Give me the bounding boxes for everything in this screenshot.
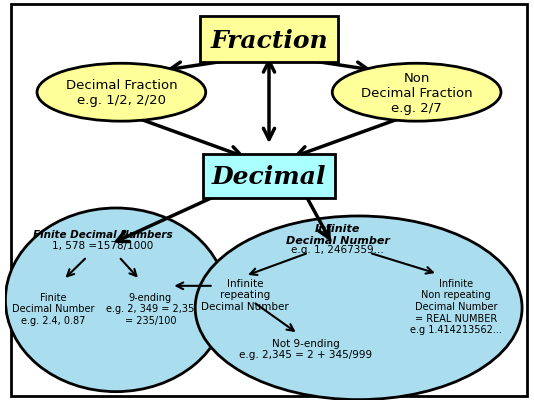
Ellipse shape <box>332 64 501 122</box>
Ellipse shape <box>37 64 206 122</box>
FancyBboxPatch shape <box>203 155 335 198</box>
Text: Infinite
Decimal Number: Infinite Decimal Number <box>286 224 389 245</box>
Text: Decimal Fraction
e.g. 1/2, 2/20: Decimal Fraction e.g. 1/2, 2/20 <box>66 79 177 107</box>
Text: Non
Decimal Fraction
e.g. 2/7: Non Decimal Fraction e.g. 2/7 <box>361 71 473 114</box>
Text: 1, 578 =1578/1000: 1, 578 =1578/1000 <box>52 241 154 251</box>
Text: e.g. 1, 2467359...: e.g. 1, 2467359... <box>291 244 384 254</box>
Text: Infinite
Non repeating
Decimal Number
= REAL NUMBER
e.g 1.414213562...: Infinite Non repeating Decimal Number = … <box>410 278 502 334</box>
Text: Finite Decimal Numbers: Finite Decimal Numbers <box>33 229 172 239</box>
Text: 9-ending
e.g. 2, 349 = 2,35
= 235/100: 9-ending e.g. 2, 349 = 2,35 = 235/100 <box>106 292 194 325</box>
Text: Not 9-ending
e.g. 2,345 = 2 + 345/999: Not 9-ending e.g. 2,345 = 2 + 345/999 <box>239 338 373 359</box>
Ellipse shape <box>195 217 522 400</box>
Ellipse shape <box>5 209 227 392</box>
Text: Fraction: Fraction <box>210 28 328 53</box>
Text: Finite
Decimal Number
e.g. 2.4, 0.87: Finite Decimal Number e.g. 2.4, 0.87 <box>12 292 94 325</box>
FancyBboxPatch shape <box>200 17 337 63</box>
Text: Infinite
repeating
Decimal Number: Infinite repeating Decimal Number <box>201 278 289 311</box>
Text: Decimal: Decimal <box>212 165 326 188</box>
